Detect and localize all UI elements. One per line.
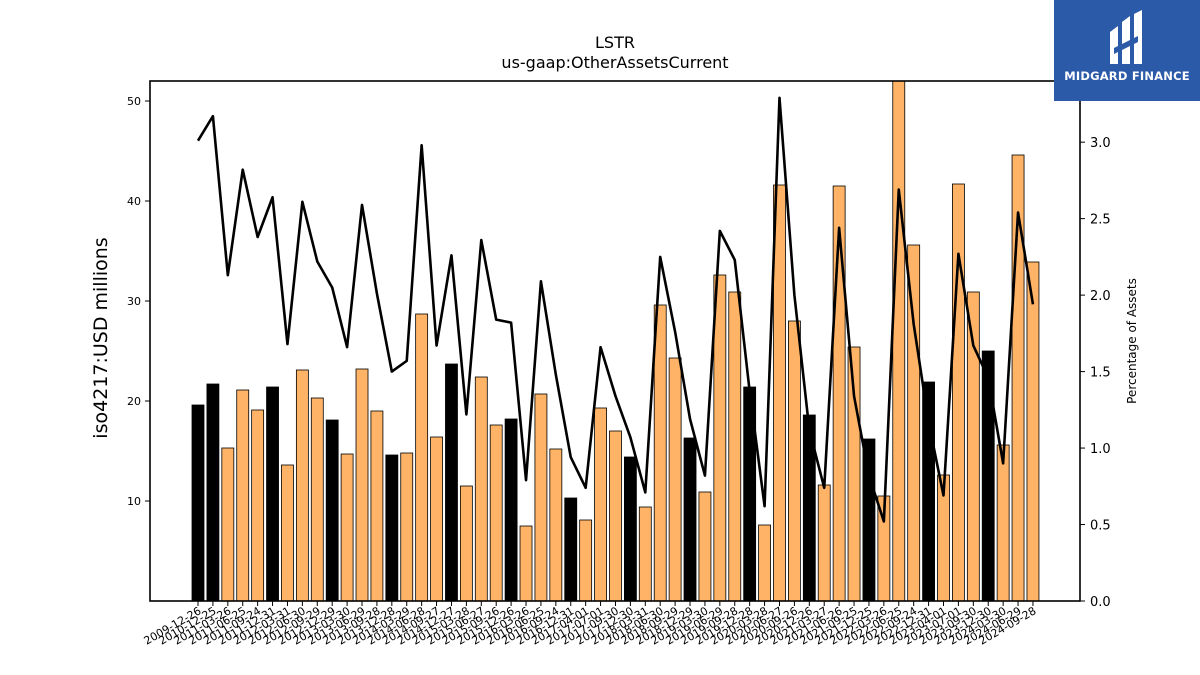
bar bbox=[638, 506, 652, 602]
y2-tick-label: 1.5 bbox=[1090, 366, 1111, 381]
bar-series bbox=[191, 80, 1040, 602]
bar bbox=[415, 313, 429, 602]
pct-line bbox=[196, 96, 1035, 523]
chart-title: LSTR bbox=[595, 33, 635, 52]
bar bbox=[981, 350, 995, 602]
bar bbox=[325, 419, 339, 602]
bar bbox=[653, 304, 667, 602]
bar bbox=[1026, 261, 1040, 602]
y2-axis-ticks: 0.0 0.5 1.0 1.5 2.0 2.5 3.0 bbox=[1080, 136, 1111, 610]
bar bbox=[519, 525, 533, 602]
bar bbox=[385, 454, 399, 602]
bar bbox=[281, 464, 294, 602]
bar bbox=[221, 447, 235, 602]
brand-name: MIDGARD FINANCE bbox=[1064, 69, 1190, 83]
bar bbox=[370, 410, 384, 602]
y-tick-label: 20 bbox=[127, 395, 141, 408]
bar bbox=[698, 491, 712, 602]
bar bbox=[728, 291, 742, 602]
bar bbox=[474, 376, 488, 602]
bar bbox=[340, 453, 354, 602]
bar bbox=[788, 320, 801, 602]
bar bbox=[459, 485, 473, 602]
bar bbox=[594, 407, 607, 602]
x-axis-ticks: 2009-12-262010-12-252011-03-262011-06-25… bbox=[142, 601, 1038, 648]
bar bbox=[862, 438, 876, 602]
bar bbox=[504, 418, 518, 602]
y2-tick-label: 0.0 bbox=[1090, 595, 1111, 610]
chart-subtitle: us-gaap:OtherAssetsCurrent bbox=[501, 53, 728, 72]
bar bbox=[907, 244, 921, 602]
bar bbox=[266, 386, 279, 602]
logo-mark-icon bbox=[1110, 10, 1142, 64]
bar bbox=[713, 274, 727, 602]
bar bbox=[251, 409, 265, 602]
bar bbox=[534, 393, 548, 602]
bar bbox=[236, 389, 250, 602]
y2-axis-label: Percentage of Assets bbox=[1125, 278, 1139, 404]
bar bbox=[579, 519, 593, 602]
bar bbox=[623, 456, 637, 602]
bar bbox=[668, 357, 682, 602]
bar bbox=[206, 383, 220, 602]
bar bbox=[564, 497, 578, 602]
line-series bbox=[196, 96, 1035, 523]
y-tick-label: 30 bbox=[127, 295, 141, 308]
y-tick-label: 50 bbox=[127, 95, 141, 108]
y-axis-ticks: 10 20 30 40 50 bbox=[127, 95, 150, 508]
y2-tick-label: 2.0 bbox=[1090, 289, 1111, 304]
bar bbox=[758, 524, 771, 602]
y-tick-label: 10 bbox=[127, 495, 141, 508]
bar bbox=[445, 363, 458, 602]
bar bbox=[489, 424, 503, 602]
bar bbox=[430, 436, 443, 602]
y2-tick-label: 0.5 bbox=[1090, 519, 1111, 534]
bar bbox=[952, 183, 965, 602]
bar bbox=[892, 80, 906, 602]
bar bbox=[549, 448, 563, 602]
bar bbox=[400, 452, 414, 602]
y-axis-label: iso4217:USD millions bbox=[90, 237, 112, 438]
bar bbox=[295, 369, 309, 602]
bar bbox=[817, 484, 831, 602]
y2-tick-label: 1.0 bbox=[1090, 442, 1111, 457]
bar bbox=[996, 444, 1010, 602]
bar bbox=[191, 404, 205, 602]
y2-tick-label: 2.5 bbox=[1090, 213, 1111, 228]
bar bbox=[355, 368, 369, 602]
y2-tick-label: 3.0 bbox=[1090, 136, 1111, 151]
brand-logo: MIDGARD FINANCE bbox=[1054, 0, 1200, 101]
bar bbox=[310, 397, 324, 602]
y-tick-label: 40 bbox=[127, 195, 141, 208]
bar bbox=[609, 430, 622, 602]
bar bbox=[683, 437, 697, 602]
